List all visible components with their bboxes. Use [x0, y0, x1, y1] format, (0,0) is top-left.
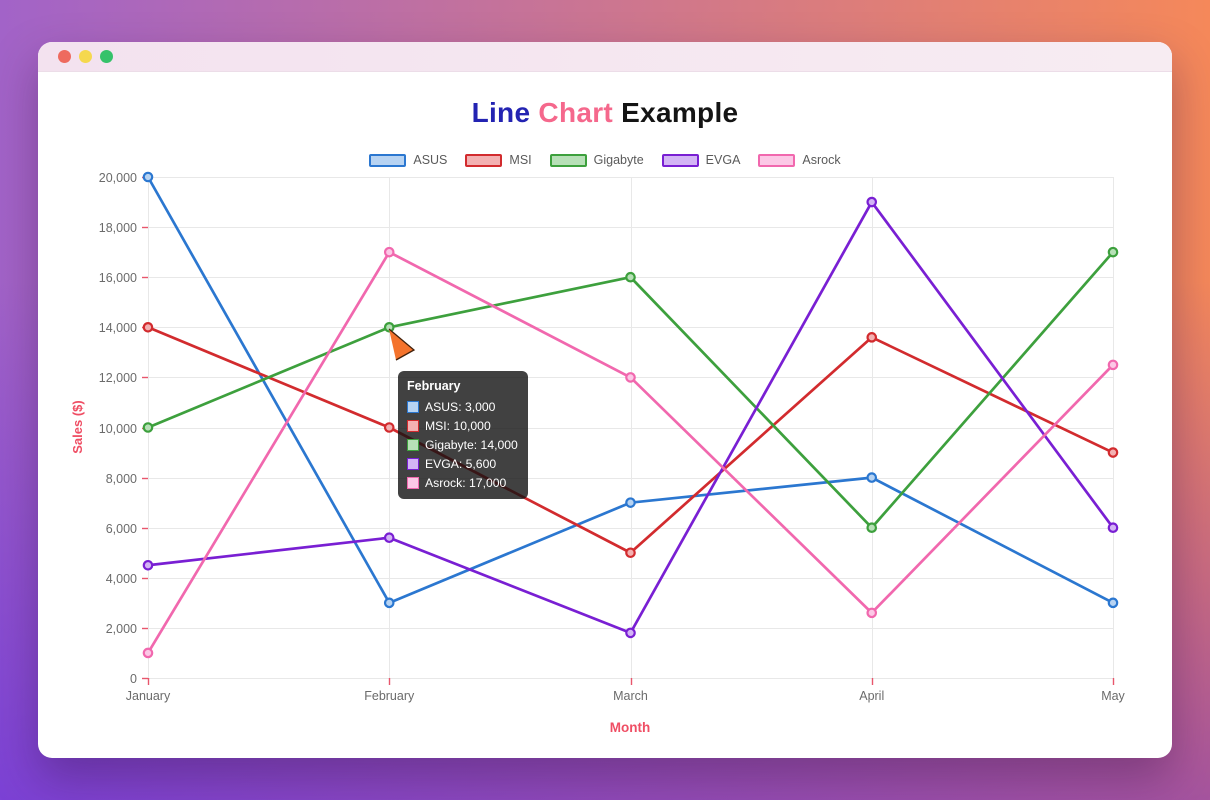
minimize-button[interactable]	[79, 50, 92, 63]
legend-label: ASUS	[413, 153, 448, 167]
x-tick-label: April	[859, 689, 884, 703]
data-point-msi-february[interactable]	[383, 422, 395, 433]
data-point-evga-april[interactable]	[866, 196, 878, 208]
data-point-evga-march[interactable]	[625, 627, 636, 639]
legend-swatch-asrock	[758, 153, 796, 167]
legend-label: Gigabyte	[593, 153, 644, 167]
close-button[interactable]	[58, 50, 71, 63]
data-point-gigabyte-march[interactable]	[625, 271, 636, 283]
tooltip-row-evga: EVGA: 5,600	[407, 457, 518, 471]
page-title: Line Chart Example	[38, 98, 1172, 128]
x-tick-label: May	[1101, 689, 1125, 703]
tooltip-row-text: EVGA: 5,600	[425, 457, 497, 471]
legend-label: MSI	[509, 153, 532, 167]
data-point-asus-february[interactable]	[383, 597, 395, 609]
series-line-asrock	[146, 250, 1115, 655]
legend-swatch-gigabyte	[549, 153, 587, 167]
data-point-evga-january[interactable]	[142, 559, 154, 571]
legend-item-asrock[interactable]: Asrock	[758, 153, 841, 167]
tooltip-swatch-evga	[407, 458, 419, 470]
tooltip-swatch-asus	[407, 401, 419, 413]
tooltip-rows: ASUS: 3,000 MSI: 10,000 Gigabyte: 14,000 EV…	[407, 400, 518, 490]
y-tick-label: 0	[130, 672, 137, 686]
legend-label: Asrock	[802, 153, 841, 167]
y-axis-title: Sales ($)	[70, 400, 85, 453]
data-point-msi-may[interactable]	[1107, 447, 1119, 458]
data-point-asus-april[interactable]	[866, 472, 878, 483]
app-window: Line Chart Example ASUS MSI Gigabyte EVGA As…	[38, 42, 1172, 758]
gridlines-group: 0 2,000 4,000 6,000 8,000 10,000 12,000 14,000 1…	[99, 171, 1126, 703]
maximize-button[interactable]	[100, 50, 113, 63]
tooltip-row-text: Asrock: 17,000	[425, 476, 507, 490]
page-title-word-line: Line	[471, 97, 531, 128]
data-point-asus-may[interactable]	[1107, 597, 1119, 609]
y-tick-label: 2,000	[106, 622, 137, 636]
x-tick-label: February	[364, 689, 415, 703]
tooltip-swatch-gigabyte	[407, 439, 419, 451]
y-tick-label: 8,000	[106, 472, 137, 486]
y-tick-label: 12,000	[99, 371, 137, 385]
y-tick-label: 16,000	[99, 271, 137, 285]
tooltip-swatch-msi	[407, 420, 419, 432]
tooltip-title: February	[407, 379, 461, 393]
legend-item-asus[interactable]: ASUS	[369, 153, 447, 167]
legend-item-gigabyte[interactable]: Gigabyte	[549, 153, 644, 167]
tooltip-row-msi: MSI: 10,000	[407, 419, 518, 433]
legend-label: EVGA	[705, 153, 741, 167]
data-point-gigabyte-april[interactable]	[866, 522, 878, 533]
y-tick-label: 20,000	[99, 171, 137, 185]
mouse-cursor-icon	[388, 328, 416, 361]
legend-item-evga[interactable]: EVGA	[661, 153, 741, 167]
data-point-asus-march[interactable]	[625, 497, 636, 508]
tooltip-row-gigabyte: Gigabyte: 14,000	[407, 438, 518, 452]
data-point-asrock-may[interactable]	[1107, 359, 1119, 371]
data-point-evga-may[interactable]	[1107, 522, 1119, 533]
data-point-asrock-april[interactable]	[866, 607, 878, 619]
legend-swatch-asus	[369, 153, 407, 167]
y-tick-label: 10,000	[99, 422, 137, 436]
tooltip-row-asrock: Asrock: 17,000	[407, 476, 518, 490]
series-line-asus	[146, 175, 1115, 605]
data-point-asrock-march[interactable]	[625, 372, 636, 383]
y-tick-label: 14,000	[99, 321, 137, 335]
legend-swatch-evga	[661, 153, 699, 167]
x-tick-label: March	[613, 689, 648, 703]
y-tick-label: 18,000	[99, 221, 137, 235]
series-line-msi	[146, 325, 1115, 555]
legend-swatch-msi	[465, 153, 503, 167]
tooltip-row-text: ASUS: 3,000	[425, 400, 496, 414]
data-point-msi-january[interactable]	[142, 321, 154, 333]
data-point-msi-april[interactable]	[866, 332, 878, 343]
data-point-asus-january[interactable]	[142, 171, 154, 183]
data-point-gigabyte-january[interactable]	[142, 422, 154, 433]
chart-tooltip: February ASUS: 3,000 MSI: 10,000 Gigabyte:…	[398, 371, 528, 499]
tooltip-row-asus: ASUS: 3,000	[407, 400, 518, 414]
series-line-gigabyte	[146, 250, 1115, 530]
data-point-asrock-january[interactable]	[142, 647, 154, 659]
legend-item-msi[interactable]: MSI	[465, 153, 532, 167]
x-tick-label: January	[126, 689, 171, 703]
data-point-evga-february[interactable]	[383, 532, 395, 544]
window-titlebar	[38, 42, 1172, 72]
y-tick-label: 4,000	[106, 572, 137, 586]
y-tick-label: 6,000	[106, 522, 137, 536]
data-point-asrock-february[interactable]	[383, 246, 395, 258]
tooltip-row-text: MSI: 10,000	[425, 419, 491, 433]
page-title-word-example: Example	[621, 97, 739, 128]
line-chart-canvas[interactable]: Sales ($) Month 0 2,000 4,000 6,000 8,000 10,…	[38, 42, 1172, 758]
tooltip-row-text: Gigabyte: 14,000	[425, 438, 518, 452]
chart-legend: ASUS MSI Gigabyte EVGA Asrock	[38, 153, 1172, 167]
series-lines-group	[142, 171, 1119, 659]
page-title-word-chart: Chart	[538, 97, 614, 128]
tooltip-swatch-asrock	[407, 477, 419, 489]
data-point-gigabyte-february[interactable]	[383, 321, 395, 333]
x-axis-title: Month	[610, 720, 650, 735]
data-point-gigabyte-may[interactable]	[1107, 246, 1119, 258]
data-point-msi-march[interactable]	[625, 547, 636, 559]
